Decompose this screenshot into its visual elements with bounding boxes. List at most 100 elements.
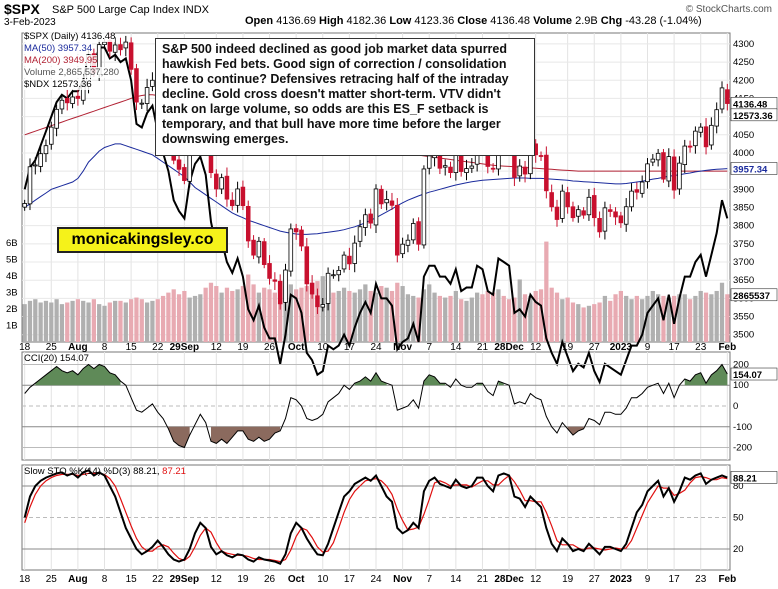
candle-body [347, 255, 352, 265]
candle-body [655, 152, 661, 161]
volume-bar [554, 292, 560, 342]
volume-bar [128, 299, 134, 342]
change-value: -43.28 (-1.04%) [625, 15, 702, 27]
volume-bar [134, 297, 139, 342]
volume-tag: 2865537 [733, 291, 770, 302]
volume-bar [666, 297, 671, 342]
x-tick-label-bottom: 28Dec [494, 574, 524, 585]
ohlc-summary: Open 4136.69 High 4182.36 Low 4123.36 Cl… [245, 15, 702, 27]
volume-bar [613, 294, 618, 342]
candle-body [442, 165, 448, 168]
x-tick-label-bottom: Oct [288, 574, 305, 585]
change-label: Chg [600, 15, 623, 27]
volume-bar [714, 290, 719, 342]
volume-bar [608, 300, 613, 342]
volume-bar [139, 299, 144, 342]
volume-label: Volume [533, 15, 573, 27]
legend-spx-text: $SPX (Daily) 4136.48 [24, 31, 116, 42]
high-label: High [319, 15, 344, 27]
legend-volume: Volume 2,865,537,280 [24, 67, 120, 78]
volume-bar [240, 286, 246, 342]
candle-body [22, 203, 27, 208]
price-tick-label: 3500 [733, 330, 754, 341]
cci-value-tag: 154.07 [733, 370, 762, 381]
open-label: Open [245, 15, 274, 27]
volume-bar [219, 292, 224, 342]
price-tick-label: 3900 [733, 184, 754, 195]
candle-body [134, 68, 139, 103]
x-tick-label: 14 [450, 342, 462, 353]
volume-bar [560, 299, 565, 342]
volume-bar [698, 290, 703, 342]
volume-bar [278, 287, 283, 342]
candle-body [682, 145, 688, 165]
x-tick-label: 21 [477, 342, 489, 353]
x-tick-label-bottom: Feb [718, 574, 736, 585]
volume-bar [214, 286, 219, 342]
legend-ndx-text: $NDX 12573.36 [24, 79, 92, 90]
close-label: Close [457, 15, 488, 27]
x-tick-label-bottom: 17 [669, 574, 681, 585]
volume-bar [576, 304, 581, 342]
x-tick-label: 12 [530, 342, 542, 353]
volume-bar [256, 292, 262, 342]
volume-tick-label: 3B [6, 288, 18, 299]
x-tick-label-bottom: 27 [589, 574, 601, 585]
candle-body [448, 166, 453, 173]
candle-body [565, 192, 570, 208]
candle-body [554, 206, 560, 220]
volume-bar [331, 292, 336, 342]
volume-bar [43, 300, 49, 342]
sto-title: Slow STO %K(14) %D(3) 88.21, 87.21 [24, 466, 186, 477]
legend-ma50: MA(50) 3957.34 [24, 43, 93, 54]
x-tick-label: 10 [317, 342, 329, 353]
volume-bar [102, 305, 107, 342]
legend-volume-text: Volume 2,865,537,280 [24, 67, 120, 78]
volume-bar [453, 290, 458, 342]
candle-body [623, 206, 629, 225]
x-tick-label: 23 [695, 342, 707, 353]
volume-bar [75, 299, 81, 342]
volume-bar [703, 292, 709, 342]
candle-body [256, 240, 262, 258]
volume-bar [65, 302, 70, 342]
volume-tag-box [730, 288, 778, 302]
cci-overbought-fill [684, 364, 728, 386]
candle-body [54, 108, 59, 129]
volume-tick-label: 4B [6, 271, 18, 282]
volume-bar [427, 284, 432, 342]
sto-tick-label: 20 [733, 544, 744, 555]
volume-bar [629, 299, 634, 342]
volume-bar [325, 287, 331, 342]
volume-bar [283, 286, 288, 342]
volume-bar [59, 304, 65, 342]
candle-body [634, 189, 640, 193]
candle-body [336, 269, 342, 276]
source-credit: © StockCharts.com [685, 4, 772, 15]
candle-body [613, 211, 618, 218]
x-tick-label-bottom: 26 [264, 574, 276, 585]
candle-body [219, 177, 224, 190]
index-name: S&P 500 Large Cap Index INDX [52, 4, 209, 16]
open-value: 4136.69 [276, 15, 316, 27]
candle-body [118, 44, 123, 51]
candle-body [586, 196, 592, 216]
x-tick-label-bottom: 18 [19, 574, 31, 585]
x-tick-label: 22 [152, 342, 164, 353]
candle-body [331, 274, 336, 277]
volume-tick-label: 2B [6, 304, 18, 315]
volume-bar [618, 290, 624, 342]
volume-bar [597, 302, 602, 342]
cci-title: CCI(20) 154.07 [24, 353, 89, 364]
candle-body [75, 95, 81, 99]
volume-bar [490, 292, 496, 342]
x-tick-label-bottom: 12 [211, 574, 223, 585]
candle-body [693, 130, 698, 147]
volume-bar [368, 290, 373, 342]
volume-bar [384, 287, 389, 342]
cci-tick-label: 0 [733, 401, 738, 412]
candle-body [384, 199, 389, 204]
sto-tick-label: 50 [733, 513, 744, 524]
x-tick-label-bottom: Aug [68, 574, 87, 585]
legend-ma200-text: MA(200) 3949.95 [24, 55, 98, 66]
